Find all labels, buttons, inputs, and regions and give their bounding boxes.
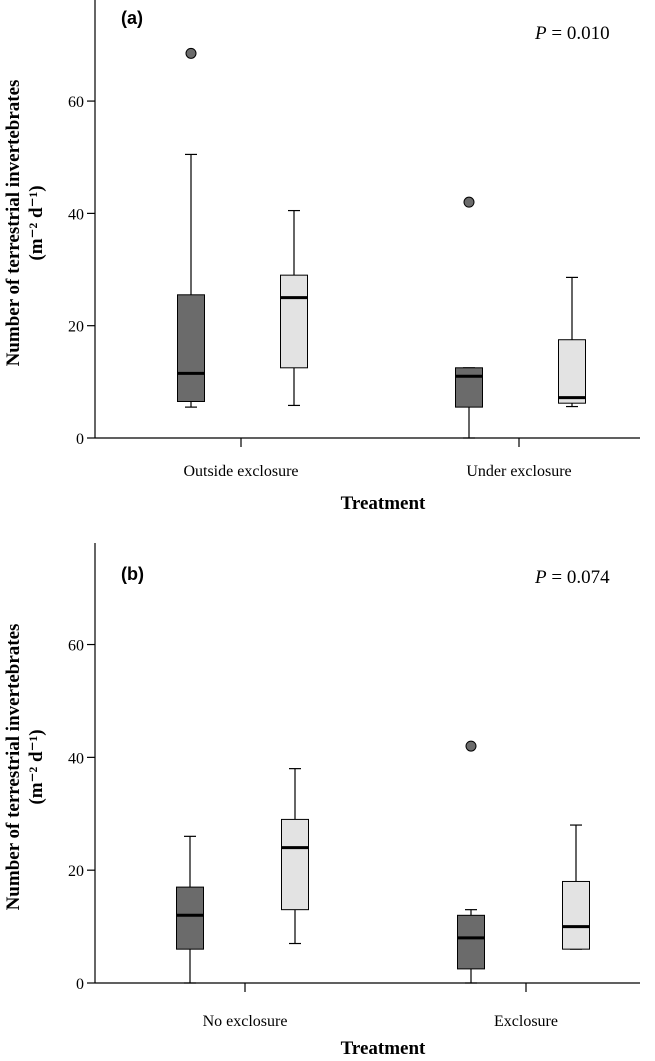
box-light-1 — [281, 768, 309, 945]
y-axis-title-line-2: (m⁻² d⁻¹) — [26, 185, 47, 260]
box-light-2 — [558, 276, 586, 408]
x-tick-label-exclosure: Exclosure — [494, 1013, 558, 1030]
p-symbol: P — [534, 567, 547, 588]
y-axis-title-line-1: Number of terrestrial invertebrates — [3, 624, 24, 911]
iqr-box — [281, 818, 309, 911]
y-tick-label: 60 — [68, 94, 84, 111]
panel-label: (b) — [121, 564, 144, 584]
y-tick-label: 20 — [68, 319, 84, 336]
iqr-box — [177, 294, 205, 402]
box-dark-1 — [176, 835, 204, 984]
box-light-1 — [280, 209, 308, 407]
y-axis-title-line-1: Number of terrestrial invertebrates — [3, 80, 24, 367]
outlier-point — [463, 196, 475, 208]
y-tick-label: 0 — [76, 431, 84, 448]
box-light-2 — [562, 824, 590, 950]
x-tick-label-no-exclosure: No exclosure — [203, 1013, 288, 1030]
y-axis-title-line-2: (m⁻² d⁻¹) — [26, 729, 47, 804]
outlier-point — [465, 740, 477, 752]
outlier-point — [185, 47, 197, 59]
x-tick-label-under-exclosure: Under exclosure — [466, 463, 571, 480]
iqr-box — [558, 339, 586, 404]
y-tick-label: 40 — [68, 206, 84, 223]
x-tick-label-outside-exclosure: Outside exclosure — [183, 463, 298, 480]
p-value-annotation: P = 0.074 — [534, 567, 610, 588]
box-dark-2 — [457, 740, 485, 984]
p-value: = 0.074 — [547, 567, 610, 588]
box-dark-1 — [177, 47, 205, 408]
y-tick-label: 20 — [68, 863, 84, 880]
p-value: = 0.010 — [547, 23, 610, 44]
panel-a: (a) P = 0.010 Number of terrestrial inve… — [3, 0, 640, 514]
p-symbol: P — [534, 23, 547, 44]
iqr-box — [562, 880, 590, 950]
panel-label: (a) — [121, 8, 143, 28]
iqr-box — [280, 274, 308, 369]
x-axis-title: Treatment — [341, 1038, 426, 1059]
y-tick-label: 0 — [76, 976, 84, 993]
p-value-annotation: P = 0.010 — [534, 23, 610, 44]
x-axis-title: Treatment — [341, 493, 426, 514]
iqr-box — [176, 886, 204, 950]
iqr-box — [455, 367, 483, 408]
box-dark-2 — [455, 196, 483, 439]
y-tick-label: 40 — [68, 750, 84, 767]
iqr-box — [457, 914, 485, 970]
panel-b: (b) P = 0.074 Number of terrestrial inve… — [3, 543, 640, 1059]
y-tick-label: 60 — [68, 638, 84, 655]
